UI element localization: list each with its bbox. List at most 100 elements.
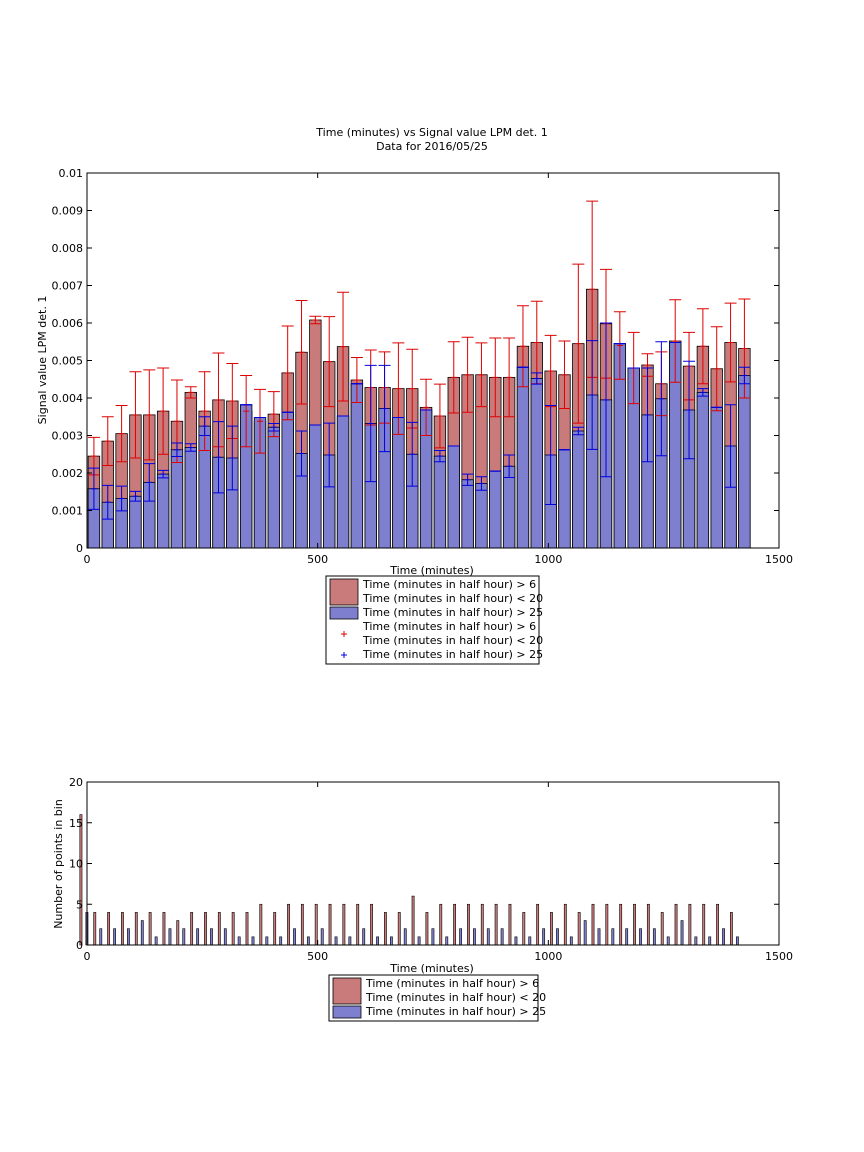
signal-bar bbox=[336, 415, 350, 549]
x-tick-label: 0 bbox=[84, 950, 91, 963]
signal-bar bbox=[392, 417, 405, 549]
count-bar bbox=[389, 936, 393, 946]
count-bar bbox=[660, 912, 664, 946]
legend-swatch bbox=[332, 1005, 362, 1019]
legend-label-line: Time (minutes in half hour) < 20 bbox=[365, 991, 546, 1004]
signal-bar bbox=[502, 465, 516, 549]
count-bar bbox=[210, 928, 213, 946]
x-tick-label: 500 bbox=[307, 950, 328, 963]
count-bar bbox=[148, 912, 152, 946]
count-bar bbox=[735, 936, 739, 946]
count-bar bbox=[716, 903, 719, 946]
signal-bar bbox=[281, 411, 294, 549]
legend-label-line: Time (minutes in half hour) > 6 bbox=[365, 977, 539, 990]
signal-bar bbox=[447, 445, 460, 549]
count-bar bbox=[300, 903, 304, 946]
count-bar bbox=[251, 936, 255, 946]
count-bar bbox=[708, 936, 712, 946]
signal-bar bbox=[309, 424, 322, 549]
legend-label: Time (minutes in half hour) > 6 Time (min… bbox=[362, 620, 543, 647]
count-bar bbox=[583, 920, 587, 946]
count-bar bbox=[79, 814, 83, 946]
count-bar bbox=[306, 936, 310, 946]
y-tick-label: 0.005 bbox=[52, 355, 84, 368]
chart-subtitle: Data for 2016/05/25 bbox=[376, 140, 488, 153]
count-bar bbox=[556, 928, 559, 946]
legend-label: Time (minutes in half hour) > 25 bbox=[362, 648, 543, 661]
signal-bar bbox=[156, 473, 170, 549]
y-axis-label: Signal value LPM det. 1 bbox=[36, 296, 49, 425]
count-bar bbox=[162, 912, 166, 946]
count-bar bbox=[445, 936, 449, 946]
count-bar bbox=[93, 912, 97, 946]
count-bar bbox=[403, 928, 407, 946]
y-tick-label: 0.008 bbox=[52, 242, 84, 255]
count-bar bbox=[196, 928, 200, 946]
count-bar bbox=[231, 912, 235, 946]
count-bar bbox=[633, 903, 636, 946]
count-bar bbox=[536, 903, 540, 946]
count-bar bbox=[508, 903, 512, 946]
y-tick-label: 10 bbox=[69, 858, 83, 871]
count-bar bbox=[522, 912, 526, 946]
signal-bar bbox=[516, 366, 530, 549]
y-axis-ticks: 0 0.001 0.002 0.003 0.004 0.005 0.006 0.007 0.00… bbox=[52, 167, 779, 555]
legend-label-line: Time (minutes in half hour) < 20 bbox=[362, 634, 543, 647]
count-bar bbox=[605, 903, 609, 946]
count-bar bbox=[348, 936, 352, 946]
count-chart: 0 5 10 15 20 0 500 1000 1500 Time (minutes) Num… bbox=[52, 776, 793, 1022]
legend-label: Time (minutes in half hour) > 25 bbox=[362, 606, 543, 619]
count-bar bbox=[107, 912, 111, 946]
count-bar bbox=[320, 928, 324, 946]
signal-bars bbox=[87, 288, 751, 549]
count-bar bbox=[473, 928, 476, 946]
count-bar bbox=[265, 936, 269, 946]
count-bar bbox=[500, 928, 504, 946]
count-bar bbox=[342, 903, 346, 946]
count-bar bbox=[328, 903, 332, 946]
count-bar bbox=[666, 936, 670, 946]
y-tick-label: 0 bbox=[76, 939, 83, 952]
count-bar bbox=[480, 903, 484, 946]
x-tick-label: 1000 bbox=[534, 553, 562, 566]
y-tick-label: 0.001 bbox=[52, 505, 84, 518]
count-bar bbox=[688, 903, 692, 946]
y-axis-ticks: 0 5 10 15 20 bbox=[69, 776, 779, 952]
count-bar bbox=[99, 928, 103, 946]
legend-label: Time (minutes in half hour) > 25 bbox=[365, 1005, 546, 1018]
count-bar bbox=[563, 903, 567, 946]
legend-box bbox=[325, 575, 540, 665]
signal-bar bbox=[710, 406, 723, 549]
x-tick-label: 1000 bbox=[534, 950, 562, 963]
signal-bar bbox=[572, 430, 585, 549]
signal-bar bbox=[170, 449, 184, 549]
y-tick-label: 0.009 bbox=[52, 205, 84, 218]
count-bar bbox=[168, 928, 172, 946]
chart-title: Time (minutes) vs Signal value LPM det. … bbox=[315, 126, 547, 139]
count-bar bbox=[113, 928, 117, 946]
count-bar bbox=[273, 912, 277, 946]
signal-legend: Time (minutes in half hour) > 6 Time (min… bbox=[325, 575, 543, 665]
count-bar bbox=[591, 903, 595, 946]
count-bar bbox=[190, 912, 194, 946]
x-tick-label: 500 bbox=[307, 553, 328, 566]
signal-bar bbox=[267, 426, 281, 549]
count-bar bbox=[528, 936, 532, 946]
signal-bar bbox=[530, 378, 543, 549]
x-tick-label: 1500 bbox=[765, 950, 793, 963]
count-bar bbox=[722, 928, 725, 946]
count-bar bbox=[134, 912, 138, 946]
signal-error-bars bbox=[87, 200, 751, 520]
count-bar bbox=[223, 928, 227, 946]
x-axis-ticks: 0 500 1000 1500 bbox=[84, 782, 793, 963]
y-tick-label: 0.007 bbox=[52, 280, 84, 293]
signal-bar bbox=[184, 447, 197, 549]
count-bar bbox=[459, 928, 463, 946]
count-bar bbox=[425, 912, 429, 946]
y-axis-label: Number of points in bin bbox=[52, 799, 65, 929]
count-bar bbox=[569, 936, 573, 946]
y-tick-label: 0.006 bbox=[52, 317, 84, 330]
x-axis-label: Time (minutes) bbox=[389, 962, 474, 975]
count-bar bbox=[550, 912, 553, 946]
count-bar bbox=[259, 903, 263, 946]
